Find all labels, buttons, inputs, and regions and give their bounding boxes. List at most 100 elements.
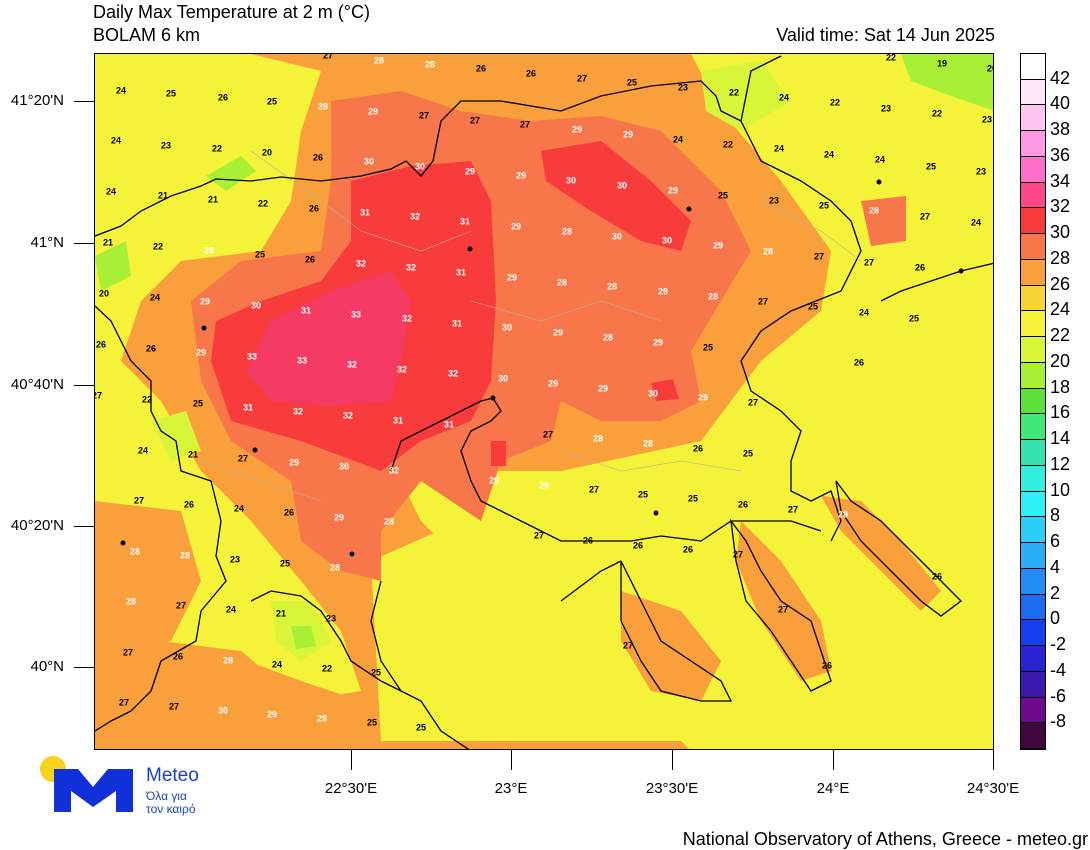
temperature-value: 24 xyxy=(824,149,834,159)
lon-tick xyxy=(511,750,512,770)
temperature-value: 24 xyxy=(234,503,244,513)
lat-label-40-20: 40°20'N xyxy=(10,517,64,534)
legend-label: -4 xyxy=(1050,659,1067,680)
temperature-value: 28 xyxy=(130,546,140,556)
temperature-value: 28 xyxy=(603,332,613,342)
lat-tick xyxy=(74,667,94,668)
temperature-value: 32 xyxy=(406,262,416,272)
temperature-value: 32 xyxy=(356,258,366,268)
temperature-value: 25 xyxy=(416,722,426,732)
temperature-value: 33 xyxy=(297,355,307,365)
field-30-ne xyxy=(861,196,906,246)
temperature-value: 25 xyxy=(688,493,698,503)
temperature-value: 29 xyxy=(465,166,475,176)
temperature-value: 27 xyxy=(95,390,102,400)
temperature-value: 27 xyxy=(169,701,179,711)
field-20-sw xyxy=(291,626,316,649)
temperature-value: 23 xyxy=(881,103,891,113)
temperature-value: 23 xyxy=(976,166,986,176)
temperature-value: 24 xyxy=(272,659,282,669)
legend-swatch xyxy=(1021,105,1045,132)
field-32-ne xyxy=(541,141,691,251)
lat-label-40-40: 40°40'N xyxy=(10,376,64,393)
temperature-value: 30 xyxy=(415,161,425,171)
temperature-value: 25 xyxy=(193,398,203,408)
temperature-value: 27 xyxy=(758,296,768,306)
temperature-value: 24 xyxy=(673,134,683,144)
legend-swatch xyxy=(1021,311,1045,338)
city-marker xyxy=(120,540,126,546)
temperature-value: 25 xyxy=(743,448,753,458)
lon-tick xyxy=(351,750,352,770)
temperature-value: 29 xyxy=(539,480,549,490)
temperature-value: 28 xyxy=(204,245,214,255)
temperature-value: 24 xyxy=(971,217,981,227)
legend-swatch xyxy=(1021,671,1045,698)
temperature-value: 29 xyxy=(653,337,663,347)
city-marker xyxy=(201,325,207,331)
legend-swatch xyxy=(1021,388,1045,415)
temperature-value: 25 xyxy=(718,190,728,200)
temperature-value: 32 xyxy=(347,359,357,369)
temperature-value: 25 xyxy=(371,667,381,677)
temperature-value: 32 xyxy=(402,313,412,323)
temperature-value: 32 xyxy=(397,364,407,374)
temperature-value: 30 xyxy=(648,388,658,398)
legend-label: 40 xyxy=(1050,93,1071,114)
temperature-value: 30 xyxy=(498,373,508,383)
field-28-sw xyxy=(95,501,201,651)
temperature-value: 31 xyxy=(456,267,466,277)
temperature-value: 31 xyxy=(444,419,454,429)
temperature-value: 29 xyxy=(668,185,678,195)
temperature-value: 29 xyxy=(507,272,517,282)
temperature-value: 31 xyxy=(360,207,370,217)
temperature-value: 28 xyxy=(374,55,384,65)
legend-label: 16 xyxy=(1050,402,1071,423)
temperature-value: 27 xyxy=(577,73,587,83)
temperature-value: 26 xyxy=(932,571,942,581)
temperature-value: 27 xyxy=(623,640,633,650)
temperature-value: 23 xyxy=(161,140,171,150)
legend-swatch xyxy=(1021,208,1045,235)
legend-label: -8 xyxy=(1050,711,1067,732)
temperature-value: 29 xyxy=(196,347,206,357)
lon-tick xyxy=(672,750,673,770)
temperature-value: 27 xyxy=(534,530,544,540)
temperature-value: 30 xyxy=(502,322,512,332)
temperature-value: 25 xyxy=(819,200,829,210)
legend-swatch xyxy=(1021,543,1045,569)
temperature-value: 24 xyxy=(138,445,148,455)
temperature-value: 29 xyxy=(516,170,526,180)
legend-label: 32 xyxy=(1050,196,1071,217)
lon-tick xyxy=(833,750,834,770)
temperature-value: 25 xyxy=(267,96,277,106)
temperature-value: 24 xyxy=(226,604,236,614)
field-20-w xyxy=(95,241,131,291)
city-marker xyxy=(490,395,496,401)
temperature-value: 27 xyxy=(176,600,186,610)
legend-label: 10 xyxy=(1050,479,1071,500)
temperature-value: 27 xyxy=(748,397,758,407)
temperature-value: 20 xyxy=(987,63,994,73)
legend-swatch xyxy=(1021,594,1045,621)
temperature-value: 29 xyxy=(200,296,210,306)
temperature-value: 30 xyxy=(251,300,261,310)
temperature-value: 29 xyxy=(489,475,499,485)
temperature-value: 28 xyxy=(643,438,653,448)
city-marker xyxy=(349,551,355,557)
temperature-value: 33 xyxy=(247,351,257,361)
legend-swatch xyxy=(1021,517,1045,544)
temperature-value: 27 xyxy=(134,495,144,505)
lat-tick xyxy=(74,243,94,244)
temperature-value: 28 xyxy=(126,596,136,606)
temperature-value: 26 xyxy=(738,499,748,509)
temperature-value: 22 xyxy=(932,108,942,118)
temperature-map: 24 25 26 25 28 29 27 27 27 29 29 24 22 24 24 24 25 23 27 28… xyxy=(95,54,994,749)
temperature-value: 31 xyxy=(301,305,311,315)
legend-label: 8 xyxy=(1050,505,1061,526)
temperature-value: 29 xyxy=(548,378,558,388)
temperature-value: 29 xyxy=(334,512,344,522)
temperature-value: 25 xyxy=(166,88,176,98)
legend-label: 28 xyxy=(1050,247,1071,268)
lon-label-24: 24°E xyxy=(816,780,850,797)
